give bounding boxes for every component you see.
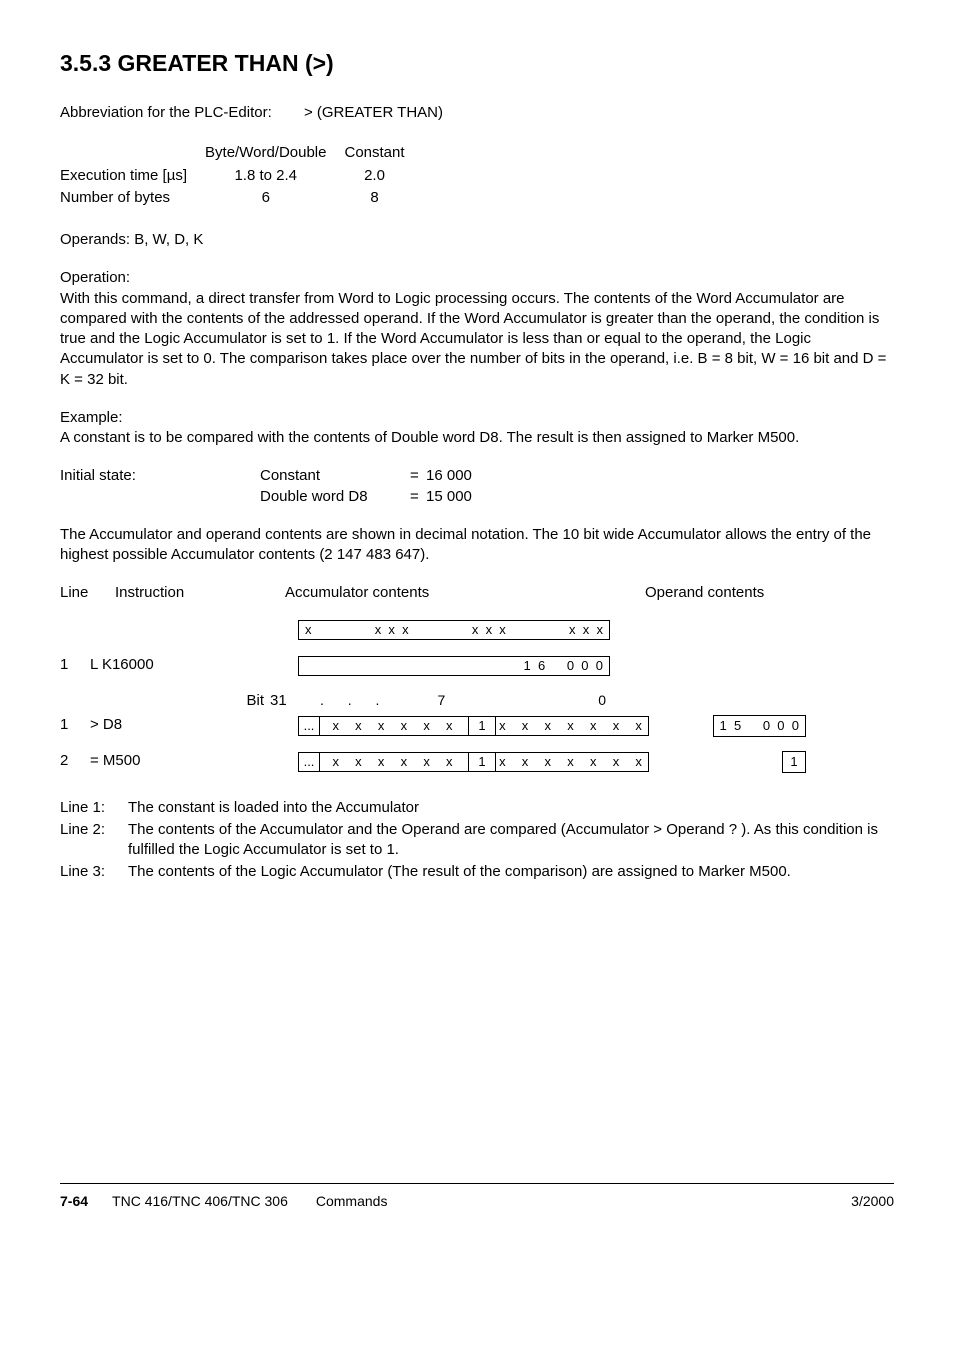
example-label: Example:	[60, 408, 894, 428]
le2-tx: The contents of the Accumulator and the …	[128, 820, 894, 861]
diagram-bit-scale: Bit 31 . . . 7 0	[60, 690, 894, 714]
exec-r0c1: 1.8 to 2.4	[205, 166, 344, 188]
xg0: x	[305, 621, 312, 639]
init-k1: Double word D8	[260, 487, 410, 507]
abbrev-label: Abbreviation for the PLC-Editor:	[60, 104, 272, 121]
r3-accbox: ... x x x x x x 1 x x x x x x x	[298, 752, 649, 772]
le3-ln: Line 3:	[60, 862, 128, 882]
r3-mid: 1	[469, 753, 496, 771]
r2-operbox: 1 5 0 0 0	[713, 715, 807, 737]
footer-model: TNC 416/TNC 406/TNC 306	[112, 1192, 288, 1211]
exec-r0c2: 2.0	[344, 166, 422, 188]
r3-num: 2	[60, 751, 90, 771]
exec-hdr-2: Constant	[344, 143, 422, 165]
init-k0: Constant	[260, 466, 410, 486]
example-block: Example: A constant is to be compared wi…	[60, 408, 894, 449]
exec-r1c2: 8	[344, 188, 422, 210]
init-eq1: =	[410, 487, 420, 507]
execution-table: Byte/Word/Double Constant Execution time…	[60, 143, 423, 210]
r3-left: x x x x x x	[320, 753, 469, 771]
r1-accval: 1 6 0 0 0	[524, 657, 604, 675]
bit-7: 7	[437, 691, 445, 710]
init-v1: 15 000	[420, 487, 472, 507]
exec-r1c1: 6	[205, 188, 344, 210]
line-exp-2: Line 2: The contents of the Accumulator …	[60, 820, 894, 861]
bit-label: Bit	[230, 691, 270, 711]
r3-ell: ...	[299, 753, 320, 771]
operands-line: Operands: B, W, D, K	[60, 230, 894, 250]
r2-left: x x x x x x	[320, 717, 469, 735]
hdr-oper: Operand contents	[645, 583, 764, 603]
exec-hdr-1: Byte/Word/Double	[205, 143, 344, 165]
operation-label: Operation:	[60, 268, 894, 288]
xg3: x x x	[569, 621, 603, 639]
le1-tx: The constant is loaded into the Accumula…	[128, 798, 894, 818]
r3-operbox: 1	[782, 751, 806, 773]
bit-0: 0	[598, 691, 610, 710]
xg2: x x x	[472, 621, 506, 639]
abbrev-value: > (GREATER THAN)	[304, 104, 443, 121]
r1-accbox: 1 6 0 0 0	[298, 656, 610, 676]
diagram-row-xheader: x x x x x x x x x x	[60, 618, 894, 642]
hdr-line: Line	[60, 583, 115, 603]
operation-block: Operation: With this command, a direct t…	[60, 268, 894, 390]
bit-31: 31	[270, 691, 298, 711]
r3-instr: = M500	[90, 751, 230, 771]
r3-right: x x x x x x x	[496, 753, 648, 771]
r1-instr: L K16000	[90, 655, 230, 675]
abbreviation-line: Abbreviation for the PLC-Editor: > (GREA…	[60, 103, 894, 123]
init-v0: 16 000	[420, 466, 472, 486]
r2-accbox: ... x x x x x x 1 x x x x x x x	[298, 716, 649, 736]
hdr-instr: Instruction	[115, 583, 285, 603]
r2-mid: 1	[469, 717, 496, 735]
diagram-header: Line Instruction Accumulator contents Op…	[60, 583, 894, 603]
exec-r0c0: Execution time [µs]	[60, 166, 205, 188]
line-exp-3: Line 3: The contents of the Logic Accumu…	[60, 862, 894, 882]
operation-text: With this command, a direct transfer fro…	[60, 289, 894, 390]
footer-page: 7-64	[60, 1192, 88, 1211]
le2-ln: Line 2:	[60, 820, 128, 861]
bit-dots: . . .	[320, 691, 389, 710]
diagram-row-3: 2 = M500 ... x x x x x x 1 x x x x x x x…	[60, 750, 894, 774]
xg1: x x x	[375, 621, 409, 639]
initial-state-block: Initial state: Constant = 16 000 Double …	[60, 466, 894, 507]
r2-num: 1	[60, 715, 90, 735]
exec-r1c0: Number of bytes	[60, 188, 205, 210]
hdr-acc: Accumulator contents	[285, 583, 645, 603]
r2-right: x x x x x x x	[496, 717, 648, 735]
le1-ln: Line 1:	[60, 798, 128, 818]
accumulator-note: The Accumulator and operand contents are…	[60, 525, 894, 566]
footer-date: 3/2000	[851, 1192, 894, 1211]
exec-hdr-0	[60, 143, 205, 165]
r2-ell: ...	[299, 717, 320, 735]
le3-tx: The contents of the Logic Accumulator (T…	[128, 862, 894, 882]
page-footer: 7-64 TNC 416/TNC 406/TNC 306 Commands 3/…	[60, 1183, 894, 1211]
example-text: A constant is to be compared with the co…	[60, 428, 894, 448]
r1-num: 1	[60, 655, 90, 675]
acc-box-xgroups: x x x x x x x x x x	[298, 620, 610, 640]
footer-section: Commands	[316, 1192, 388, 1211]
r2-instr: > D8	[90, 715, 230, 735]
diagram-row-2: 1 > D8 ... x x x x x x 1 x x x x x x x 1…	[60, 714, 894, 738]
initial-state-label: Initial state:	[60, 466, 260, 507]
line-exp-1: Line 1: The constant is loaded into the …	[60, 798, 894, 818]
diagram-row-1: 1 L K16000 1 6 0 0 0	[60, 654, 894, 678]
section-heading: 3.5.3 GREATER THAN (>)	[60, 48, 894, 79]
init-eq0: =	[410, 466, 420, 486]
